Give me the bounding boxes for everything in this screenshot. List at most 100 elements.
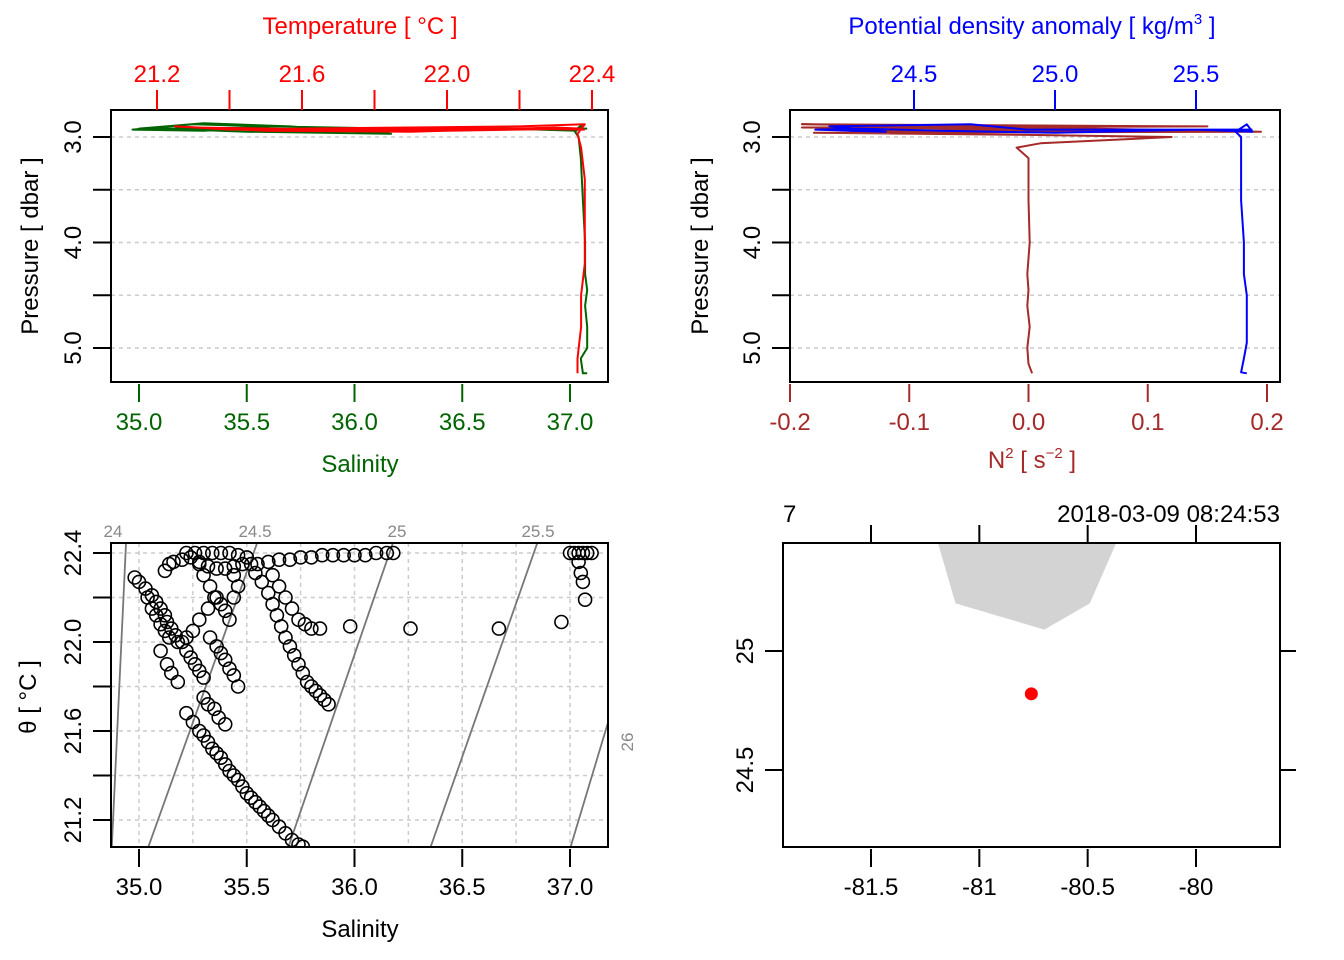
scatter-point	[312, 688, 328, 703]
bottom-tick-label: 0.2	[1250, 409, 1283, 436]
scatter-point	[226, 768, 242, 783]
isopycnal-label: 24.5	[238, 522, 271, 541]
scatter-point	[304, 621, 319, 636]
scatter-point	[170, 634, 186, 650]
isopycnal-label: 24	[104, 522, 123, 541]
scatter-point	[200, 601, 216, 616]
scatter-point	[230, 679, 246, 694]
scatter-point	[254, 574, 270, 590]
bottom-tick-label: 0.1	[1131, 409, 1164, 436]
scatter-point	[192, 612, 207, 628]
scatter-point	[153, 643, 168, 659]
scatter-point	[316, 692, 332, 708]
scatter-point	[205, 741, 220, 757]
scatter-point	[271, 579, 287, 594]
scatter-points	[127, 545, 599, 847]
scatter-point	[226, 567, 242, 583]
scatter-point	[222, 612, 237, 628]
isopycnal-line	[111, 543, 127, 847]
panel-density-n2-profile: Potential density anomaly [ kg/m3 ] N2 […	[687, 11, 1284, 474]
scatter-point	[161, 630, 177, 645]
scatter-point	[286, 647, 302, 663]
scatter-point	[385, 545, 401, 561]
plot-frame	[110, 542, 609, 848]
scatter-point	[321, 696, 336, 712]
top-tick-label: 22.4	[569, 61, 616, 88]
y-tick-label: 22.4	[60, 530, 87, 577]
scatter-point	[573, 565, 589, 581]
scatter-point	[284, 601, 300, 616]
scatter-point	[157, 607, 173, 623]
series-line-n2	[800, 123, 1262, 374]
scatter-point	[239, 785, 255, 801]
scatter-point	[196, 670, 211, 685]
scatter-point	[192, 556, 207, 572]
scatter-point	[271, 552, 287, 568]
scatter-point	[209, 561, 224, 576]
bottom-tick-label: 36.5	[439, 409, 486, 436]
bottom-tick-label: 37.0	[547, 409, 594, 436]
scatter-point	[314, 547, 330, 563]
bottom-tick-label: 36.0	[331, 874, 378, 901]
scatter-point	[282, 639, 298, 654]
y-tick-label: 3.0	[739, 120, 766, 153]
y-tick-label: 3.0	[60, 120, 87, 153]
top-tick-label: 25.5	[1173, 61, 1220, 88]
scatter-point	[403, 621, 418, 636]
scatter-point	[217, 716, 233, 732]
scatter-point	[278, 630, 293, 645]
station-marker	[1024, 687, 1038, 701]
top-tick-label: 22.0	[424, 61, 471, 88]
y-tick-label: 5.0	[739, 331, 766, 364]
scatter-point	[342, 619, 358, 634]
top-tick-label: 25.0	[1032, 61, 1079, 88]
panel-ts-diagram: Salinity θ [ °C ] 24 24.5 25 25.5 26 35.0 35.5…	[15, 522, 637, 943]
plot-frame	[110, 109, 609, 383]
scatter-point	[291, 837, 306, 847]
scatter-point	[252, 799, 268, 814]
scatter-point	[256, 803, 272, 819]
scatter-point	[554, 614, 569, 630]
scatter-point	[148, 607, 164, 623]
station-time-label: 2018-03-09 08:24:53	[1057, 501, 1280, 528]
series-line-temperature	[174, 123, 586, 374]
scatter-point	[357, 547, 373, 563]
y-tick-label: 21.2	[60, 797, 87, 844]
scatter-point	[174, 634, 190, 650]
scatter-point	[260, 808, 276, 823]
scatter-point	[222, 545, 237, 561]
scatter-point	[213, 545, 229, 561]
scatter-point	[325, 547, 341, 563]
scatter-point	[295, 665, 311, 681]
scatter-point	[235, 556, 250, 572]
bottom-tick-label: 36.0	[331, 409, 378, 436]
scatter-point	[368, 545, 384, 561]
scatter-point	[179, 545, 194, 561]
scatter-point	[575, 574, 591, 590]
scatter-point	[308, 683, 324, 699]
scatter-point	[250, 556, 265, 572]
bottom-tick-label: 36.5	[439, 874, 486, 901]
y-tick-label: 4.0	[60, 226, 87, 259]
plot-frame	[789, 109, 1281, 383]
isopycnal-line	[147, 543, 259, 847]
isopycnal-label: 25	[388, 522, 407, 541]
scatter-point	[579, 545, 595, 561]
scatter-point	[260, 554, 276, 570]
bottom-tick-label: -80	[1179, 874, 1214, 901]
scatter-point	[304, 679, 319, 694]
scatter-point	[222, 763, 237, 779]
scatter-point	[571, 554, 586, 570]
map-frame	[782, 542, 1281, 848]
panel-station-map: 7 2018-03-09 08:24:53 -81.5 -81 -80.5 -80 24…	[732, 501, 1296, 901]
scatter-point	[278, 590, 293, 605]
scatter-point	[347, 547, 362, 563]
series-line-potential-density-anomaly	[814, 123, 1254, 375]
scatter-point	[248, 794, 263, 810]
scatter-point	[192, 723, 207, 739]
ylabel-pressure: Pressure [ dbar ]	[17, 157, 44, 334]
scatter-point	[293, 550, 308, 565]
y-tick-label: 5.0	[60, 331, 87, 364]
land-polygon	[938, 543, 1116, 630]
ylabel-pressure: Pressure [ dbar ]	[687, 157, 714, 334]
